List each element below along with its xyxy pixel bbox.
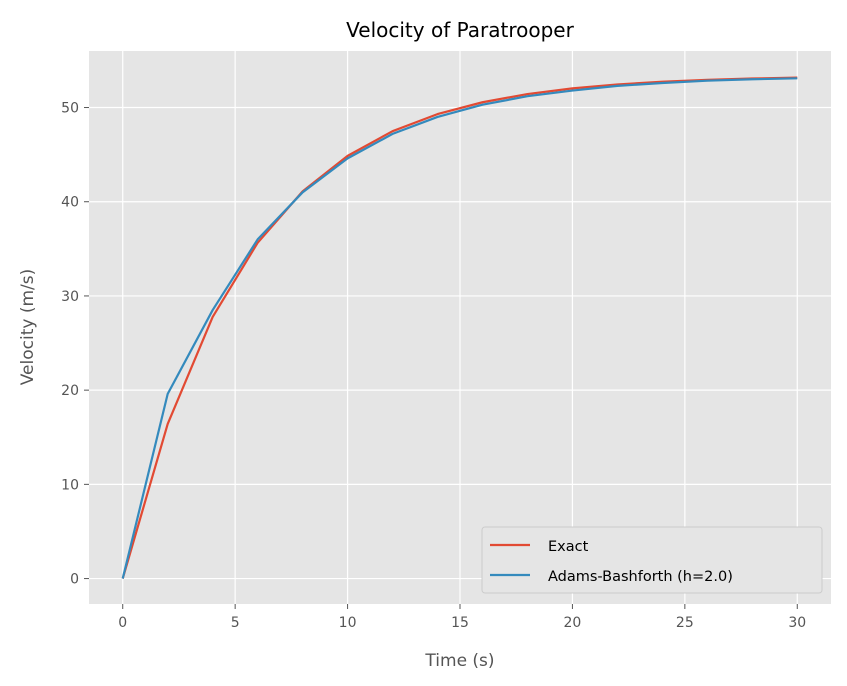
- x-tick-label: 15: [451, 615, 469, 631]
- y-tick-label: 20: [61, 383, 79, 399]
- x-axis-label: Time (s): [424, 651, 494, 671]
- y-tick-label: 50: [61, 101, 79, 117]
- x-tick-label: 10: [339, 615, 357, 631]
- y-tick-label: 30: [61, 289, 79, 305]
- y-tick-label: 0: [70, 572, 79, 588]
- x-tick-label: 0: [118, 615, 127, 631]
- y-axis-label: Velocity (m/s): [18, 269, 38, 386]
- legend-label-exact: Exact: [548, 539, 589, 555]
- legend-box: [481, 526, 823, 594]
- x-tick-label: 5: [231, 615, 240, 631]
- y-tick-label: 10: [61, 477, 79, 493]
- chart-title: Velocity of Paratrooper: [346, 18, 574, 42]
- x-tick-label: 30: [788, 615, 806, 631]
- legend-label-adams-bashforth: Adams-Bashforth (h=2.0): [548, 569, 733, 585]
- legend: Exact Adams-Bashforth (h=2.0): [481, 526, 823, 594]
- series-line-adams-bashforth: [121, 77, 798, 579]
- x-tick-label: 20: [564, 615, 582, 631]
- y-tick-label: 40: [61, 195, 79, 211]
- x-tick-label: 25: [676, 615, 694, 631]
